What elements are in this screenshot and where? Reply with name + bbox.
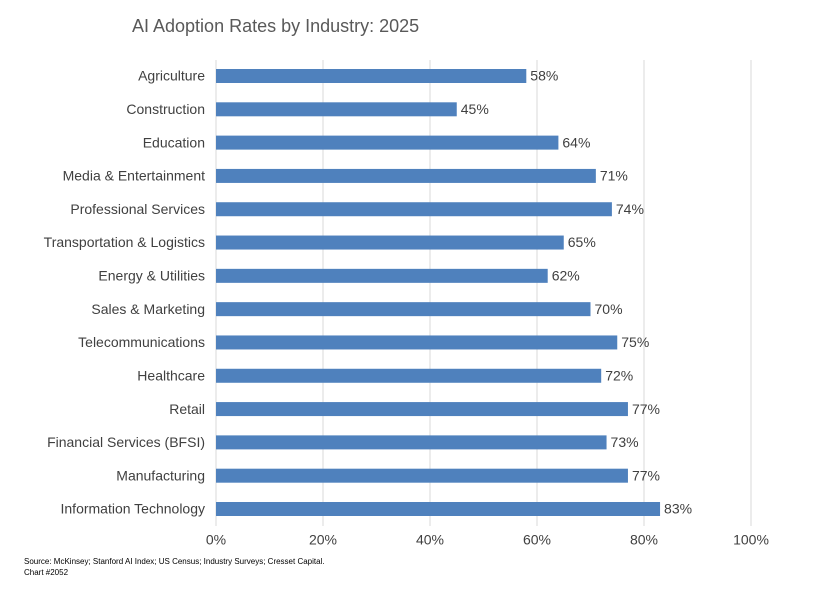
y-tick-label: Transportation & Logistics [44,234,205,250]
bar [216,202,612,217]
value-label: 74% [616,201,644,217]
y-tick-label: Education [143,134,205,150]
bar [216,302,591,317]
y-tick-label: Retail [169,401,205,417]
y-tick-label: Sales & Marketing [91,301,205,317]
x-tick-label: 100% [733,532,769,548]
bar [216,168,596,183]
value-label: 58% [530,68,558,84]
x-tick-label: 20% [309,532,337,548]
y-tick-label: Agriculture [138,68,205,84]
value-label: 72% [605,367,633,383]
bar [216,368,602,383]
y-tick-label: Manufacturing [116,467,205,483]
bar [216,235,564,250]
y-tick-label: Construction [126,101,205,117]
bar [216,335,618,350]
bar [216,102,457,117]
x-tick-label: 80% [630,532,658,548]
value-label: 65% [568,234,596,250]
value-label: 71% [600,168,628,184]
value-label: 70% [595,301,623,317]
chart-id: Chart #2052 [24,568,69,577]
bar [216,502,661,516]
bar [216,468,628,483]
y-tick-label: Media & Entertainment [63,168,206,184]
source-note: Source: McKinsey; Stanford AI Index; US … [24,557,325,566]
x-tick-label: 60% [523,532,551,548]
bar [216,69,527,83]
bar [216,402,628,417]
y-tick-label: Telecommunications [78,334,205,350]
value-label: 62% [552,268,580,284]
y-tick-label: Professional Services [70,201,205,217]
chart-title: AI Adoption Rates by Industry: 2025 [132,16,419,36]
value-label: 75% [621,334,649,350]
value-label: 77% [632,401,660,417]
bar [216,135,559,150]
y-tick-label: Information Technology [61,501,206,517]
value-label: 45% [461,101,489,117]
bar [216,435,607,450]
value-label: 77% [632,467,660,483]
y-tick-label: Healthcare [137,367,205,383]
y-tick-label: Energy & Utilities [98,268,205,284]
value-label: 73% [611,434,639,450]
y-tick-label: Financial Services (BFSI) [47,434,205,450]
bar [216,268,548,283]
value-label: 64% [562,134,590,150]
value-label: 83% [664,501,692,517]
x-tick-label: 0% [206,532,226,548]
x-tick-label: 40% [416,532,444,548]
